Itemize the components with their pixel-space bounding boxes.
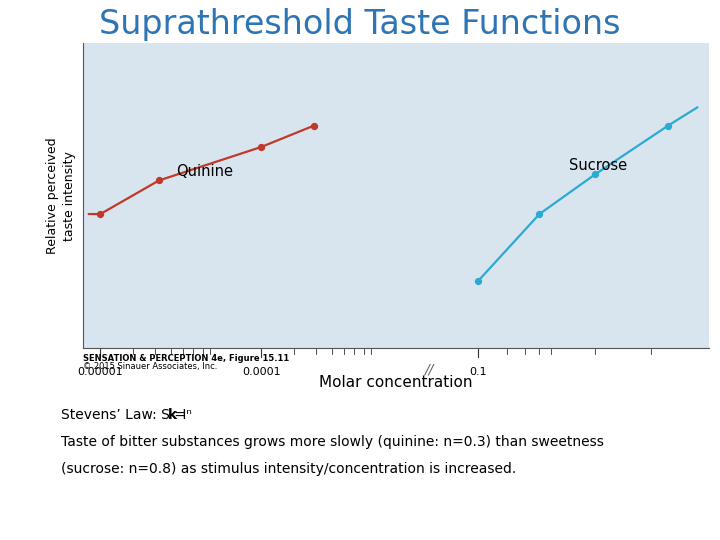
Text: Molar concentration: Molar concentration <box>319 375 473 390</box>
Text: Taste of bitter substances grows more slowly (quinine: n=0.3) than sweetness: Taste of bitter substances grows more sl… <box>61 435 604 449</box>
Text: 0.1: 0.1 <box>469 367 487 376</box>
Point <box>472 277 484 286</box>
Text: k: k <box>168 408 177 422</box>
Text: Iⁿ: Iⁿ <box>178 408 192 422</box>
Point <box>256 143 267 151</box>
Point <box>534 210 545 218</box>
Text: Stevens’ Law: S =: Stevens’ Law: S = <box>61 408 191 422</box>
Text: Suprathreshold Taste Functions: Suprathreshold Taste Functions <box>99 8 621 41</box>
Y-axis label: Relative perceived
taste intensity: Relative perceived taste intensity <box>46 138 76 254</box>
Point <box>308 122 320 130</box>
Text: Sucrose: Sucrose <box>569 158 627 173</box>
Text: (sucrose: n=0.8) as stimulus intensity/concentration is increased.: (sucrose: n=0.8) as stimulus intensity/c… <box>61 462 516 476</box>
Point <box>94 210 106 218</box>
Text: 0.0001: 0.0001 <box>242 367 281 376</box>
Text: //: // <box>423 363 433 377</box>
Text: 0.00001: 0.00001 <box>78 367 123 376</box>
Point <box>153 176 165 185</box>
Text: SENSATION & PERCEPTION 4e, Figure 15.11: SENSATION & PERCEPTION 4e, Figure 15.11 <box>83 354 289 363</box>
Point <box>662 122 674 130</box>
Text: Quinine: Quinine <box>176 164 233 179</box>
Text: © 2015 Sinauer Associates, Inc.: © 2015 Sinauer Associates, Inc. <box>83 362 217 371</box>
Point <box>589 170 600 179</box>
